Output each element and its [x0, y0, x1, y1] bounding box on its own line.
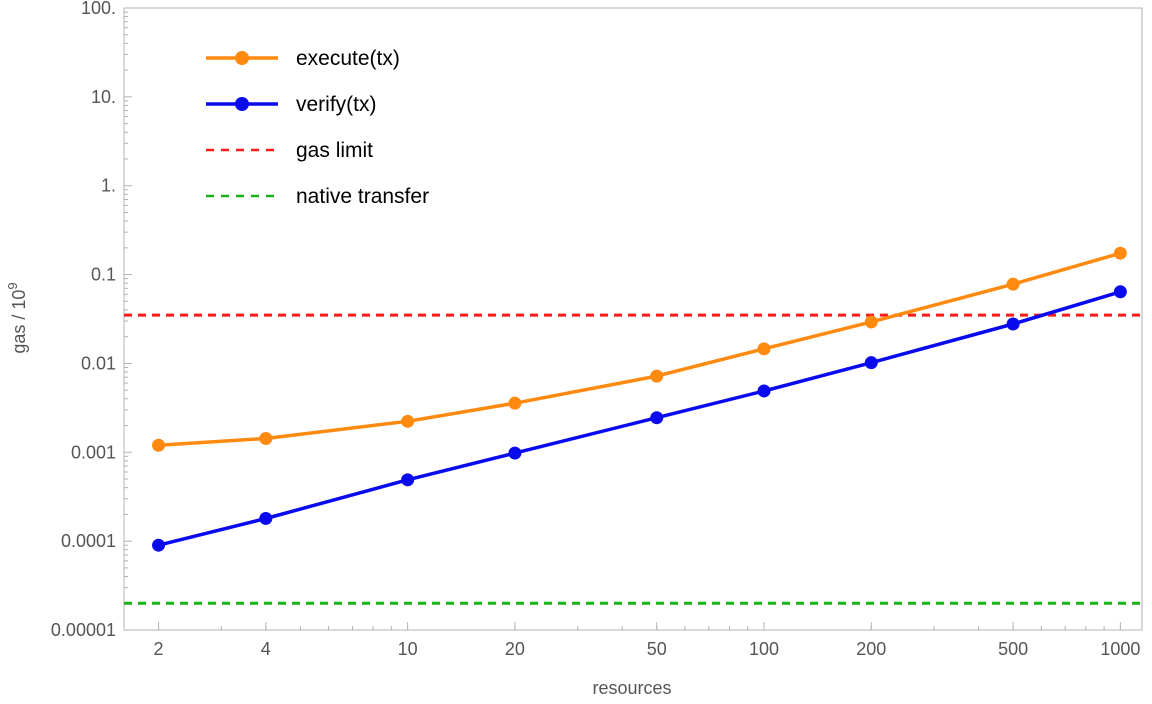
data-point-0: [864, 315, 878, 329]
data-point-0: [401, 414, 415, 428]
x-tick-label: 2: [154, 639, 164, 659]
y-axis-title-exponent: 9: [5, 282, 20, 289]
x-axis: 2 4 10 20 50 100 200 500 1000: [154, 622, 1140, 659]
y-tick-label: 0.01: [81, 353, 116, 373]
x-tick-label: 1000: [1100, 639, 1140, 659]
y-tick-label: 0.00001: [51, 620, 116, 640]
y-axis-title-text: gas / 10: [9, 290, 29, 354]
legend-label: verify(tx): [296, 93, 377, 116]
legend-label: gas limit: [296, 139, 373, 162]
y-tick-label: 0.001: [71, 442, 116, 462]
x-axis-title: resources: [592, 678, 671, 698]
data-point-1: [1113, 285, 1127, 299]
series-line-0: [158, 251, 1121, 447]
data-point-1: [757, 384, 771, 398]
x-tick-label: 200: [856, 639, 886, 659]
legend: execute(tx) verify(tx) gas limit native tra…: [206, 47, 429, 208]
legend-swatch-marker: [235, 97, 249, 111]
y-tick-label: 10.: [91, 87, 116, 107]
series-layer: [124, 246, 1142, 605]
series-line-1: [158, 290, 1121, 547]
y-tick-label: 100.: [81, 0, 116, 18]
data-point-1: [401, 473, 415, 487]
x-tick-label: 20: [505, 639, 525, 659]
data-point-1: [650, 411, 664, 425]
data-point-0: [508, 396, 522, 410]
data-point-0: [1113, 246, 1127, 260]
y-tick-label: 0.1: [91, 265, 116, 285]
plot-border: [123, 7, 1143, 631]
data-point-0: [650, 369, 664, 383]
legend-label: native transfer: [296, 185, 429, 208]
data-point-0: [152, 438, 166, 452]
x-tick-label: 500: [998, 639, 1028, 659]
x-tick-label: 4: [261, 639, 271, 659]
y-tick-label: 1.: [101, 176, 116, 196]
legend-label: execute(tx): [296, 47, 400, 70]
data-point-0: [259, 431, 273, 445]
data-point-0: [1006, 277, 1020, 291]
plot-frame: [123, 7, 1143, 631]
data-point-0: [757, 342, 771, 356]
data-point-1: [1006, 317, 1020, 331]
data-point-1: [259, 511, 273, 525]
x-tick-label: 100: [749, 639, 779, 659]
legend-swatch-marker: [235, 51, 249, 65]
y-axis-title: gas / 109: [5, 282, 29, 353]
y-axis: 100. 10. 1. 0.1 0.01 0.001 0.0001 0.00001: [51, 0, 132, 640]
y-tick-label: 0.0001: [61, 531, 116, 551]
data-point-1: [864, 356, 878, 370]
data-point-1: [152, 538, 166, 552]
x-tick-label: 10: [398, 639, 418, 659]
x-tick-label: 50: [647, 639, 667, 659]
data-point-1: [508, 446, 522, 460]
